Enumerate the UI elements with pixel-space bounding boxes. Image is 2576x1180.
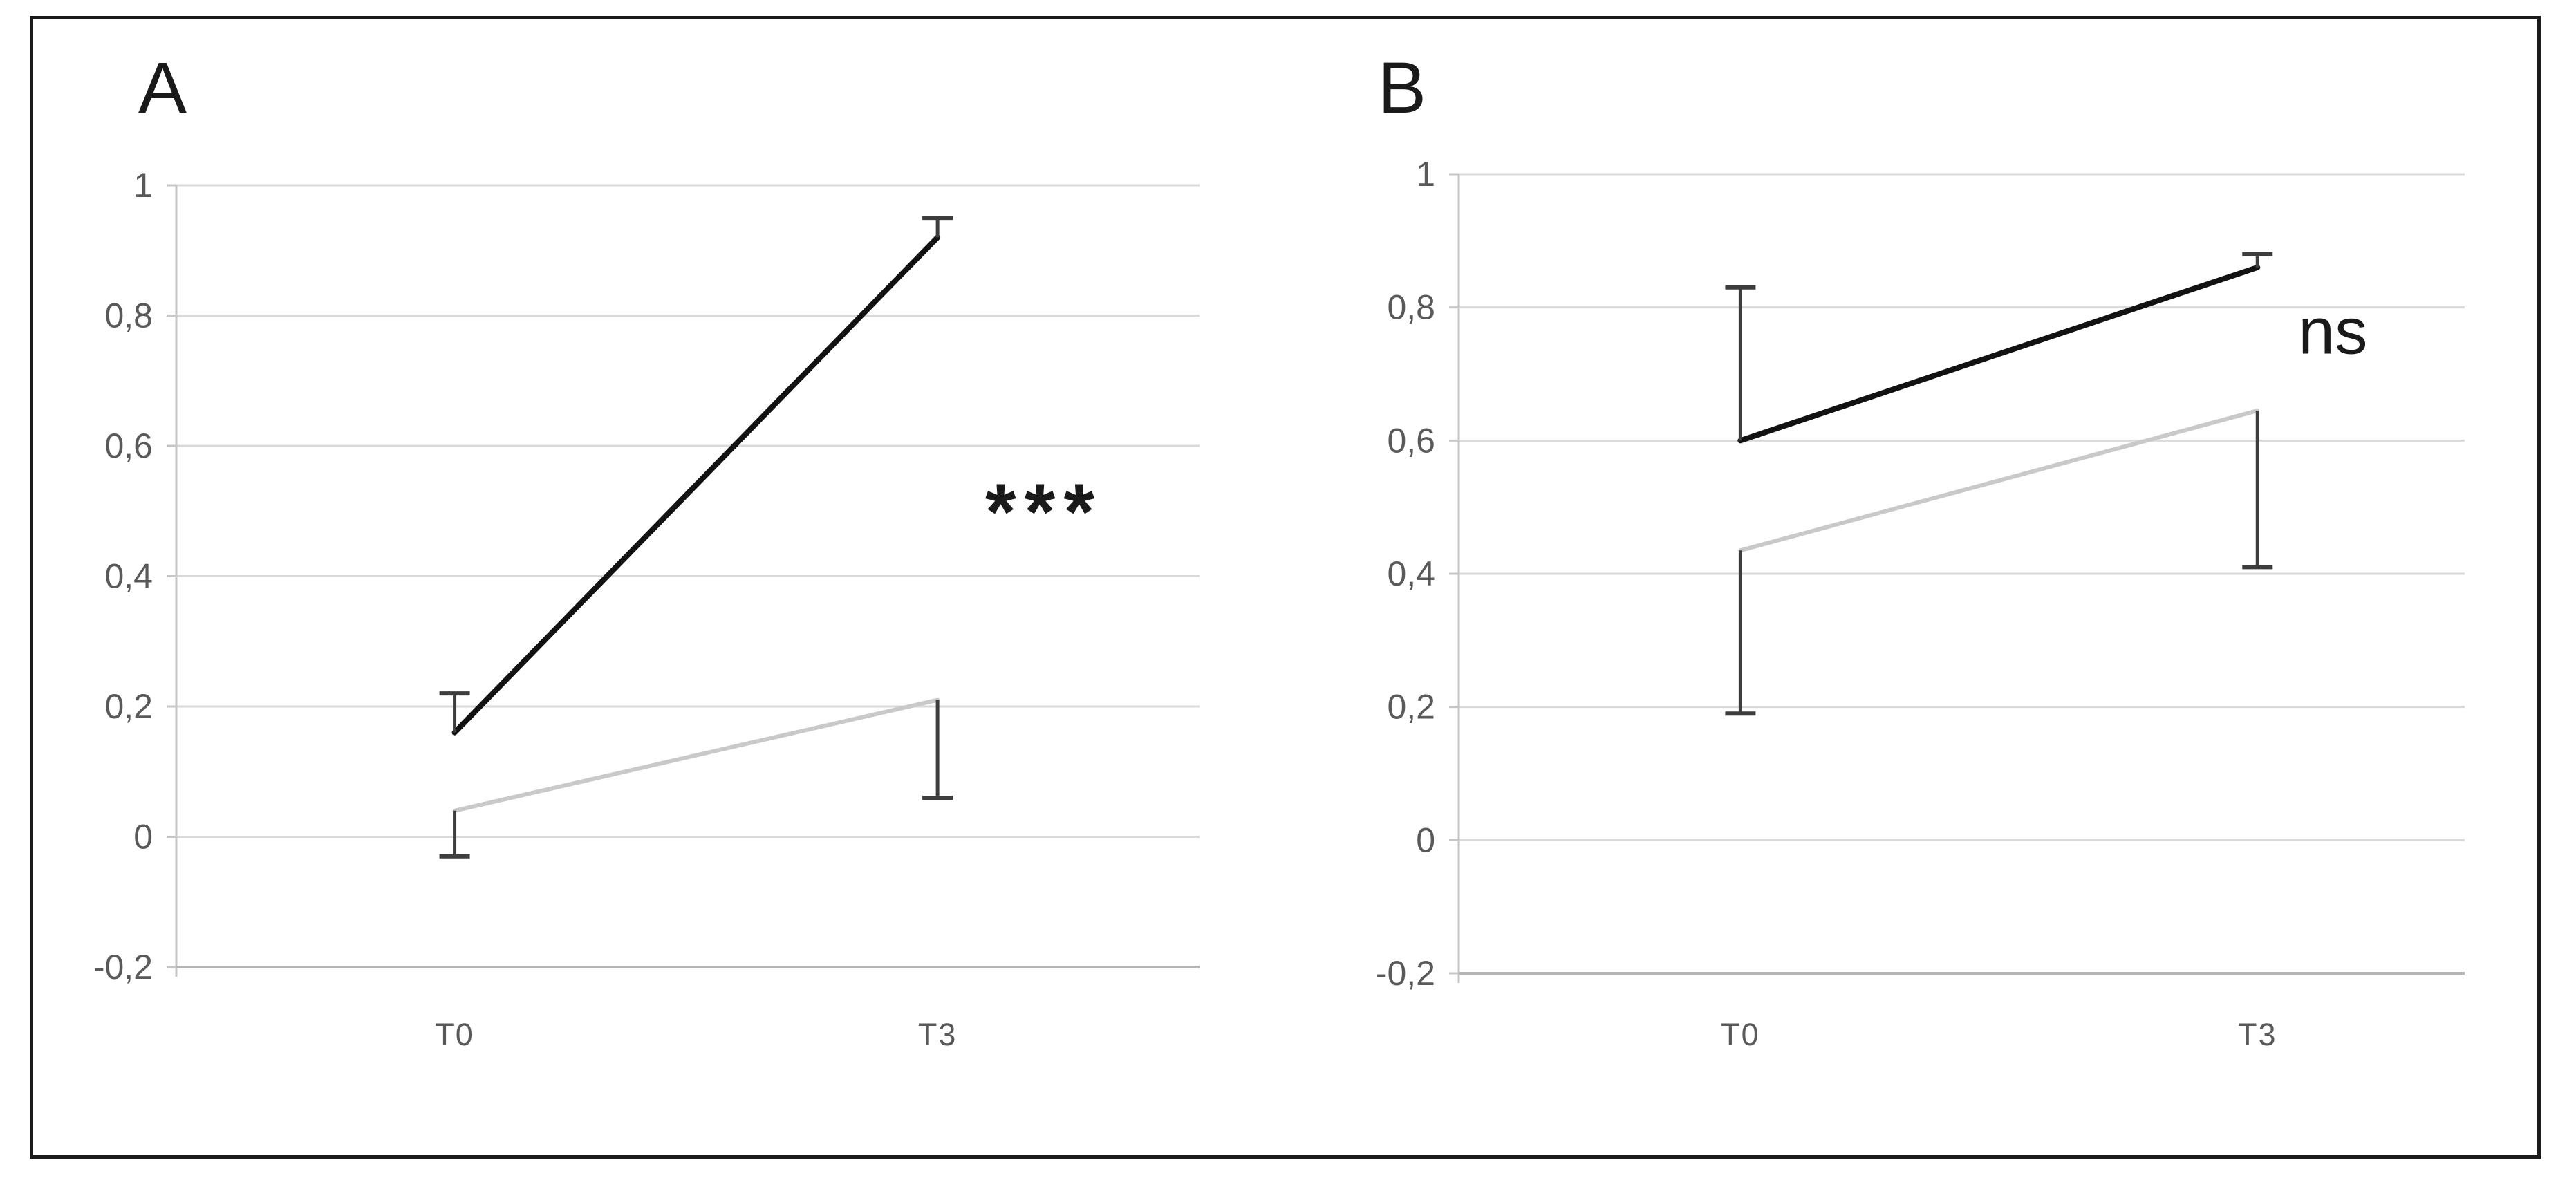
series-line-gray [1738,408,2260,553]
significance-annotation: *** [985,468,1103,556]
y-tick-label: 0,8 [104,297,153,335]
y-tick-label: -0,2 [93,948,153,986]
series-line-gray [452,697,940,813]
x-tick-label: T0 [435,1017,474,1052]
panel-letter: B [1378,48,1426,129]
y-tick-label: 0,4 [1387,554,1435,593]
y-tick-label: 0,6 [104,427,153,465]
y-tick-label: 1 [133,166,153,205]
y-tick-label: 0,6 [1387,421,1435,460]
chart-panel-a: 1 0,8 0,6 0,4 0,2 0 -0,2 T0 T3 A *** [93,48,1200,1052]
x-tick-label: T3 [918,1017,958,1052]
series-line-black [1737,264,2261,444]
panel-letter: A [138,48,187,129]
chart-panel-b: 1 0,8 0,6 0,4 0,2 0 -0,2 T0 T3 Bns [1376,48,2465,1052]
x-tick-label: T0 [1721,1017,1760,1052]
series-line-black [451,234,941,736]
y-tick-label: 1 [1416,155,1435,194]
y-tick-label: -0,2 [1376,954,1435,993]
y-tick-label: 0,4 [104,557,153,596]
significance-annotation: ns [2298,295,2367,368]
y-tick-label: 0,2 [104,687,153,726]
y-tick-label: 0,2 [1387,688,1435,727]
y-tick-label: 0,8 [1387,288,1435,327]
x-tick-label: T3 [2238,1017,2277,1052]
y-tick-label: 0 [1416,821,1435,859]
y-tick-label: 0 [133,818,153,856]
figure-border [30,16,2541,1159]
